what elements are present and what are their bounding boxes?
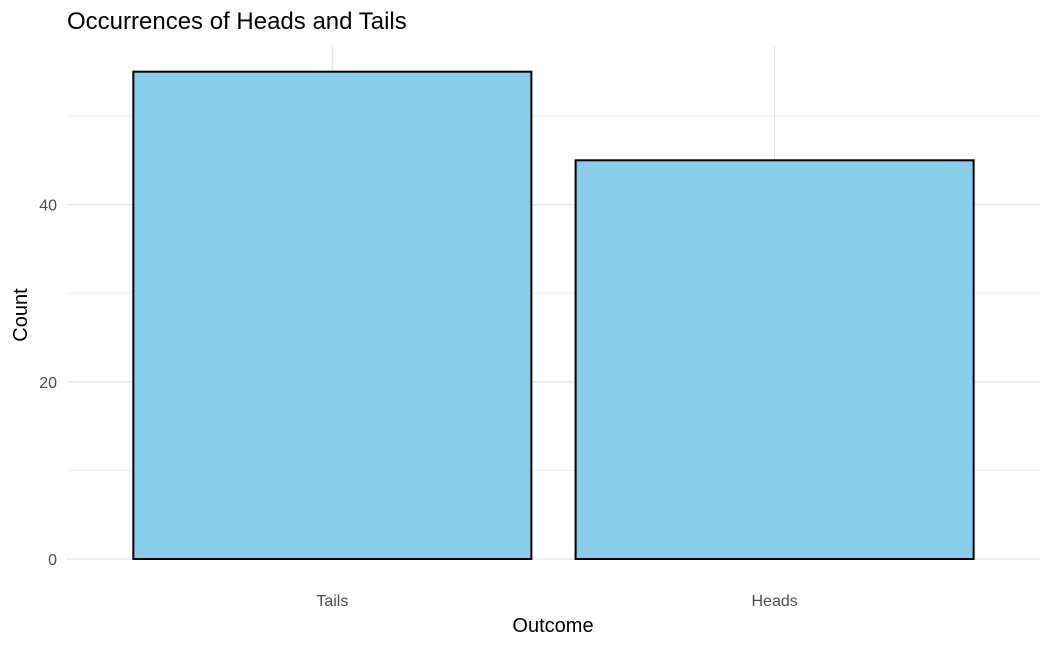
x-tick-label: Tails [316,593,348,610]
bars [132,70,975,561]
x-axis-title: Outcome [512,615,593,637]
bar-heads [574,159,975,561]
y-tick-label: 20 [39,375,57,392]
y-tick-label: 40 [39,198,57,215]
bar-tails [132,70,533,560]
x-axis-ticks: Tails Heads [316,593,797,610]
y-axis-ticks: 0 20 40 [39,198,57,569]
chart-title: Occurrences of Heads and Tails [67,8,407,35]
y-axis-title: Count [10,288,32,342]
x-tick-label: Heads [752,593,798,610]
y-tick-label: 0 [48,552,57,569]
